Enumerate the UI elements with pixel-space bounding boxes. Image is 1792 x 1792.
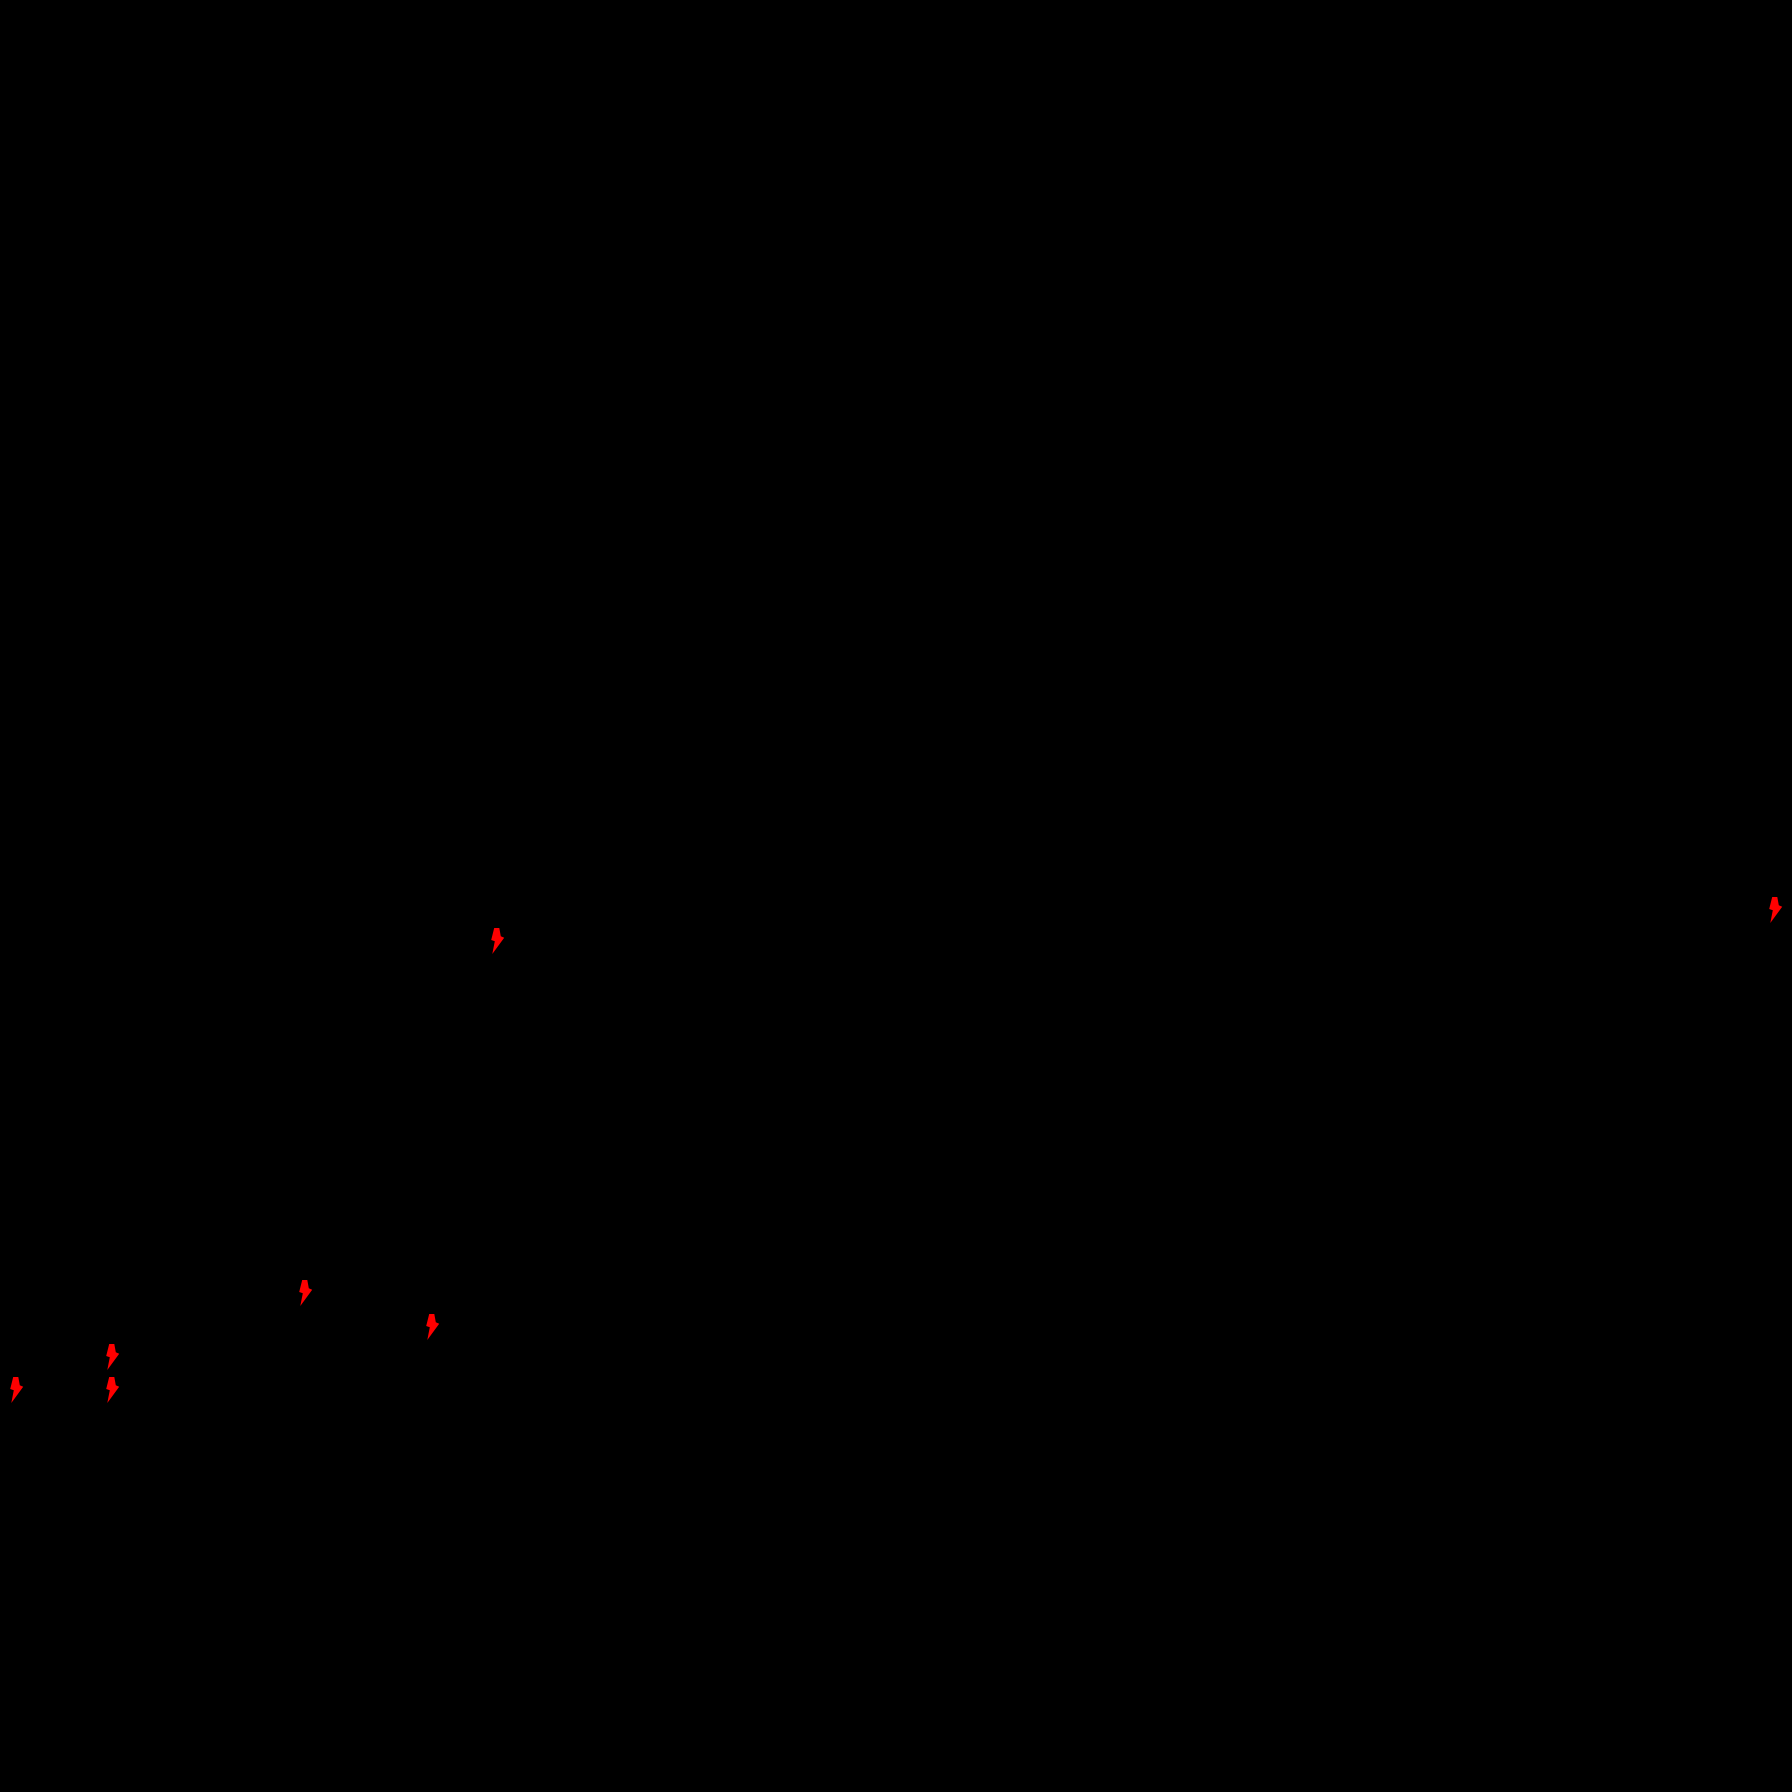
lightning-bolt-icon[interactable] — [1768, 897, 1783, 923]
lightning-bolt-icon[interactable] — [105, 1344, 120, 1370]
lightning-bolt-icon[interactable] — [490, 928, 505, 954]
lightning-bolt-icon[interactable] — [425, 1314, 440, 1340]
lightning-bolt-icon[interactable] — [9, 1377, 24, 1403]
lightning-bolt-icon[interactable] — [105, 1377, 120, 1403]
lightning-bolt-icon[interactable] — [298, 1280, 313, 1306]
